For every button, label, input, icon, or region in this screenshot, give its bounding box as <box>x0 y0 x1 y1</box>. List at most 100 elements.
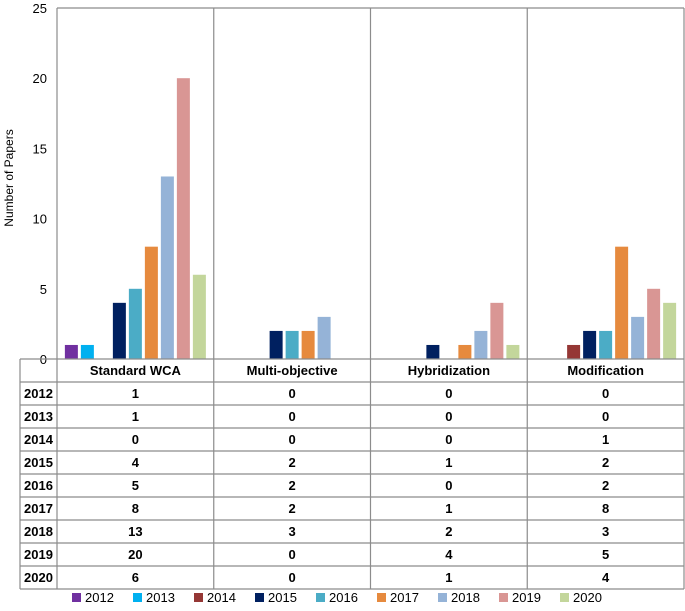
bar-2020-3 <box>506 344 520 359</box>
table-cell-value: 2 <box>602 455 609 470</box>
table-cell-value: 0 <box>289 409 296 424</box>
table-cell-value: 2 <box>289 478 296 493</box>
bar-2019-4 <box>647 288 661 359</box>
y-tick-label: 5 <box>40 282 47 297</box>
table-cell-value: 0 <box>445 409 452 424</box>
table-cell-value: 3 <box>289 524 296 539</box>
bar-2015-3 <box>426 344 440 359</box>
bar-2013-1 <box>80 344 94 359</box>
bar-2018-2 <box>317 316 331 359</box>
table-row-label: 2019 <box>24 547 53 562</box>
table-cell-value: 8 <box>132 501 139 516</box>
category-label: Modification <box>567 363 644 378</box>
category-label: Hybridization <box>408 363 490 378</box>
table-row-label: 2013 <box>24 409 53 424</box>
bar-2020-4 <box>663 302 677 359</box>
table-cell-value: 1 <box>132 386 139 401</box>
table-cell-value: 4 <box>602 570 610 585</box>
category-label: Multi-objective <box>247 363 338 378</box>
bar-2015-4 <box>583 330 597 359</box>
legend-label: 2014 <box>207 590 236 605</box>
table-row-label: 2015 <box>24 455 53 470</box>
legend-label: 2019 <box>512 590 541 605</box>
table-cell-value: 1 <box>445 501 452 516</box>
table-row-label: 2017 <box>24 501 53 516</box>
bar-2016-2 <box>285 330 299 359</box>
table-cell-value: 0 <box>445 478 452 493</box>
legend-label: 2012 <box>85 590 114 605</box>
table-cell-value: 0 <box>132 432 139 447</box>
y-tick-label: 25 <box>33 1 47 16</box>
chart-layer: 0510152025Standard WCAMulti-objectiveHyb… <box>19 1 685 605</box>
table-cell-value: 2 <box>602 478 609 493</box>
category-label: Standard WCA <box>90 363 182 378</box>
table-cell-value: 1 <box>132 409 139 424</box>
legend-swatch <box>72 593 81 602</box>
bar-2020-1 <box>192 274 206 359</box>
table-cell-value: 4 <box>132 455 140 470</box>
bar-2012-1 <box>64 344 78 359</box>
y-axis-title: Number of Papers <box>2 129 16 226</box>
table-cell-value: 5 <box>132 478 139 493</box>
table-cell-value: 6 <box>132 570 139 585</box>
table-cell-value: 3 <box>602 524 609 539</box>
legend-label: 2018 <box>451 590 480 605</box>
legend-label: 2015 <box>268 590 297 605</box>
table-cell-value: 5 <box>602 547 609 562</box>
table-cell-value: 0 <box>289 547 296 562</box>
bar-2016-1 <box>128 288 142 359</box>
bar-2017-3 <box>458 344 472 359</box>
table-cell-value: 0 <box>289 432 296 447</box>
table-cell-value: 2 <box>445 524 452 539</box>
table-row-label: 2018 <box>24 524 53 539</box>
table-cell-value: 0 <box>289 570 296 585</box>
legend-swatch <box>560 593 569 602</box>
legend: 2012 2013 2014 2015 2016 2017 2018 2019 2020 <box>72 590 602 605</box>
legend-swatch <box>499 593 508 602</box>
table-cell-value: 13 <box>128 524 142 539</box>
table-cell-value: 0 <box>289 386 296 401</box>
table-cell-value: 1 <box>445 455 452 470</box>
y-tick-label: 20 <box>33 71 47 86</box>
bar-2019-3 <box>490 302 504 359</box>
legend-swatch <box>438 593 447 602</box>
table-cell-value: 0 <box>602 409 609 424</box>
legend-swatch <box>377 593 386 602</box>
legend-label: 2013 <box>146 590 175 605</box>
bar-2017-1 <box>144 246 158 359</box>
table-cell-value: 2 <box>289 455 296 470</box>
bar-2019-1 <box>176 78 190 359</box>
bar-2015-1 <box>112 302 126 359</box>
table-row-label: 2016 <box>24 478 53 493</box>
table-cell-value: 0 <box>602 386 609 401</box>
legend-label: 2016 <box>329 590 358 605</box>
bar-2017-4 <box>615 246 629 359</box>
legend-swatch <box>133 593 142 602</box>
bar-2018-4 <box>631 316 645 359</box>
table-cell-value: 4 <box>445 547 453 562</box>
y-tick-label: 10 <box>33 212 47 227</box>
table-cell-value: 20 <box>128 547 142 562</box>
table-cell-value: 1 <box>602 432 609 447</box>
table-cell-value: 2 <box>289 501 296 516</box>
table-row-label: 2014 <box>24 432 54 447</box>
table-row-label: 2012 <box>24 386 53 401</box>
bar-2017-2 <box>301 330 315 359</box>
table-row-label: 2020 <box>24 570 53 585</box>
bar-2015-2 <box>269 330 283 359</box>
legend-swatch <box>194 593 203 602</box>
bar-2018-3 <box>474 330 488 359</box>
legend-swatch <box>255 593 264 602</box>
bar-2016-4 <box>599 330 613 359</box>
y-tick-label: 15 <box>33 141 47 156</box>
bar-2018-1 <box>160 176 174 359</box>
table-cell-value: 1 <box>445 570 452 585</box>
legend-label: 2020 <box>573 590 602 605</box>
legend-swatch <box>316 593 325 602</box>
bar-2014-4 <box>567 344 581 359</box>
table-cell-value: 0 <box>445 432 452 447</box>
table-cell-value: 8 <box>602 501 609 516</box>
table-cell-value: 0 <box>445 386 452 401</box>
legend-label: 2017 <box>390 590 419 605</box>
